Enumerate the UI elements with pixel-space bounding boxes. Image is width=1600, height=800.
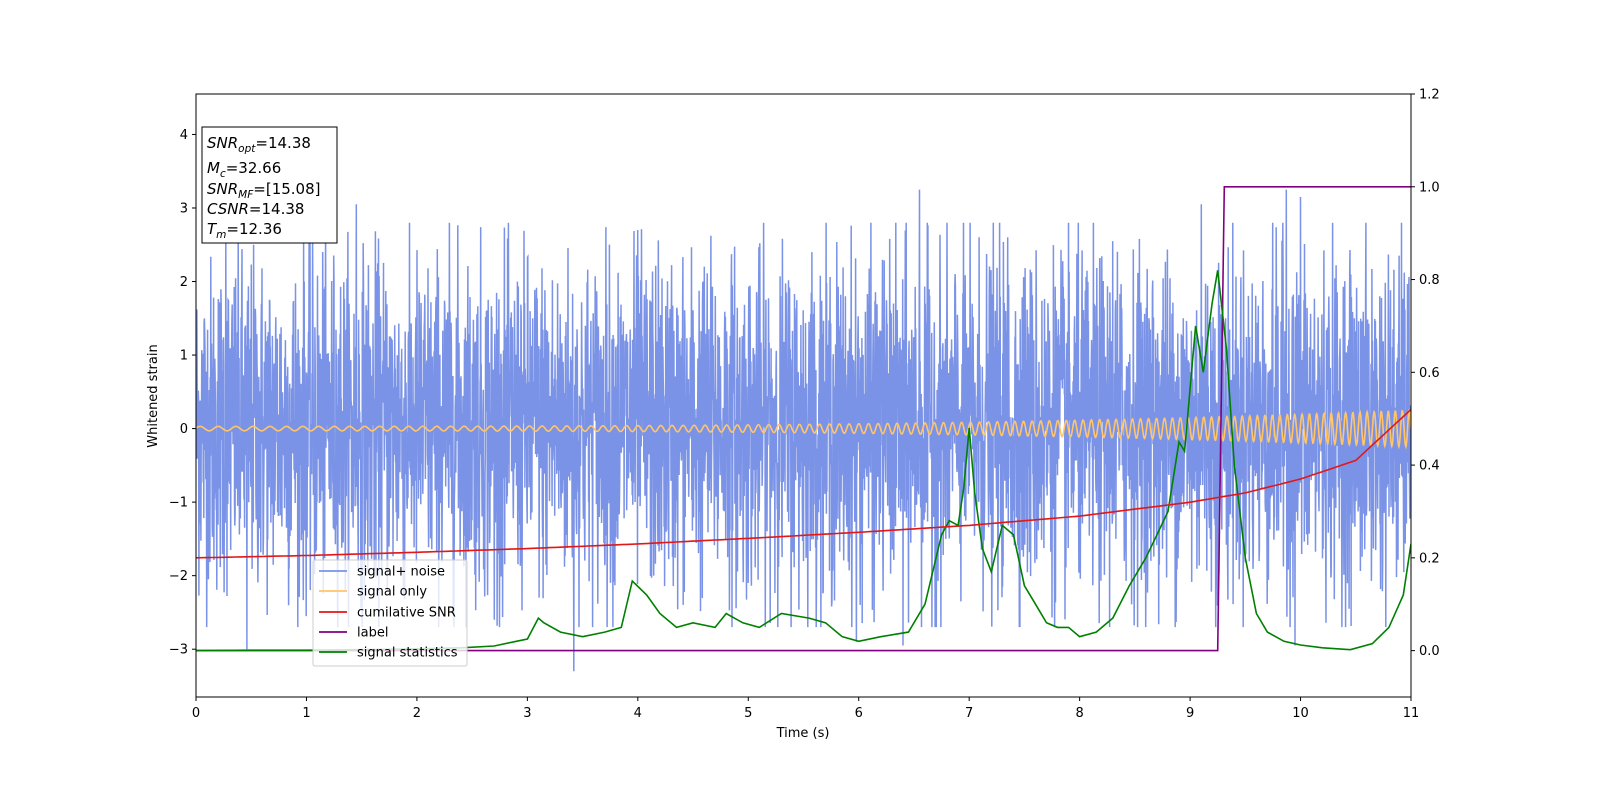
legend-entry: label (357, 626, 388, 641)
x-tick-label: 10 (1292, 706, 1309, 721)
y-left-tick-label: −1 (169, 496, 188, 511)
y-left-tick-label: −2 (169, 569, 188, 584)
series-label (196, 186, 1411, 652)
plot-frame (195, 93, 1412, 698)
y-left-tick-label: −3 (169, 643, 188, 658)
legend-entry: cumilative SNR (357, 606, 456, 621)
x-tick-label: 0 (192, 706, 200, 721)
series-cumulative-snr (196, 408, 1411, 559)
x-tick-label: 9 (1186, 706, 1194, 721)
y-left-tick-label: 4 (180, 128, 188, 143)
info-box-row: CSNR=14.38 (207, 200, 304, 218)
y-right-tick-label: 1.0 (1419, 180, 1440, 195)
x-tick-label: 5 (744, 706, 752, 721)
info-box-row: SNRMF=[15.08] (207, 180, 321, 201)
info-box-row: SNRopt=14.38 (207, 134, 311, 155)
info-box-frame (201, 126, 338, 244)
legend: signal+ noise signal only cumilative SNR la… (312, 559, 468, 667)
y-left-tick-label: 1 (180, 349, 188, 364)
legend-entry: signal statistics (357, 646, 458, 661)
y-right-tick-label: 1.2 (1419, 88, 1440, 103)
series-signal-statistics (196, 270, 1411, 652)
y-right-tick-label: 0.6 (1419, 366, 1440, 381)
info-box-row: Tm=12.36 (207, 220, 282, 241)
x-axis-label: Time (s) (776, 726, 830, 741)
series-signal-only (196, 408, 1411, 450)
y-left-tick-label: 0 (180, 422, 188, 437)
x-tick-label: 7 (965, 706, 973, 721)
y-axis-label: Whitened strain (146, 344, 161, 447)
x-tick-label: 3 (523, 706, 531, 721)
x-tick-label: 2 (413, 706, 421, 721)
x-tick-label: 6 (855, 706, 863, 721)
y-right-tick-label: 0.2 (1419, 551, 1440, 566)
y-right-tick-label: 0.4 (1419, 459, 1440, 474)
y-right-tick-label: 0.0 (1419, 644, 1440, 659)
info-box: SNRopt=14.38 Mc=32.66SNRMF=[15.08]CSNR=14… (201, 126, 338, 244)
legend-entry: signal only (357, 585, 427, 600)
legend-frame (312, 559, 468, 667)
x-tick-label: 1 (302, 706, 310, 721)
y-left-tick-label: 3 (180, 201, 188, 216)
x-tick-label: 4 (634, 706, 642, 721)
legend-entry: signal+ noise (357, 565, 445, 580)
info-box-row: Mc=32.66 (207, 159, 281, 180)
y-left-tick-label: 2 (180, 275, 188, 290)
y-right-tick-label: 0.8 (1419, 273, 1440, 288)
x-tick-label: 11 (1403, 706, 1420, 721)
x-tick-label: 8 (1075, 706, 1083, 721)
